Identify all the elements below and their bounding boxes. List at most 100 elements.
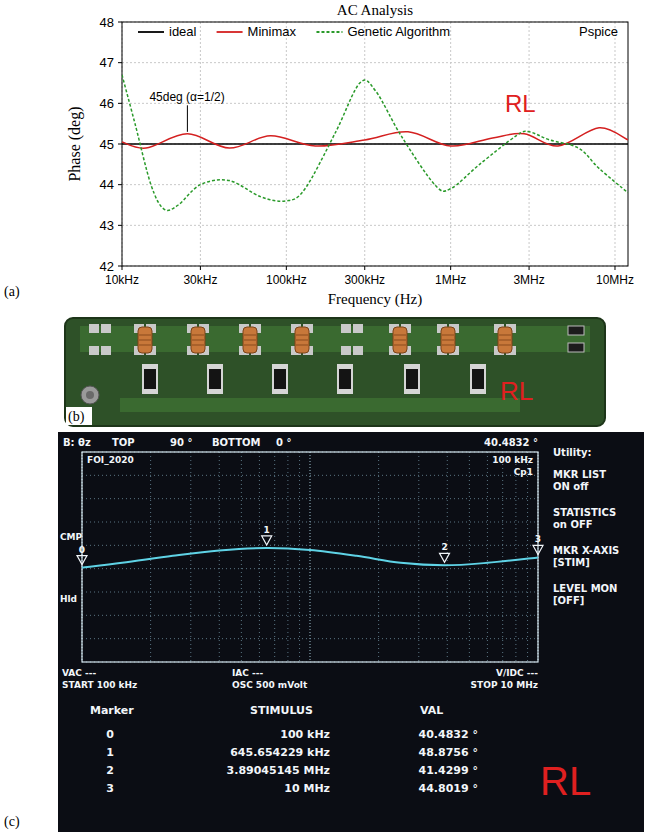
inductor-wire [192, 335, 204, 336]
grid-line [122, 144, 628, 145]
tick-label: 43 [100, 218, 114, 233]
background [0, 0, 646, 834]
marker-label: 0 [79, 545, 85, 555]
inductor-wire [442, 345, 454, 346]
tick-label: 30kHz [183, 273, 217, 287]
grid-line [82, 615, 538, 616]
table-cell: 41.4299 ° [419, 764, 478, 777]
tick-label: 10MHz [596, 273, 634, 287]
tick-label: 48 [100, 15, 114, 30]
minor-grid [378, 452, 379, 662]
inductor-wire [244, 335, 256, 336]
grid-line [82, 522, 538, 523]
screen-bg [58, 432, 644, 832]
tick-mark [450, 266, 451, 270]
figure: 4243444546474810kHz30kHz100kHz300kHz1MHz… [0, 0, 646, 834]
resistor [339, 369, 351, 389]
tick-label: 42 [100, 259, 114, 274]
menu-value: on OFF [553, 519, 593, 530]
grid-line [82, 638, 538, 639]
table-cell: 44.8019 ° [419, 782, 478, 795]
tick-mark [118, 266, 122, 267]
table-cell: 48.8756 ° [419, 746, 478, 759]
plot-area [122, 22, 628, 266]
series-group [122, 75, 628, 211]
chart-a: 4243444546474810kHz30kHz100kHz300kHz1MHz… [4, 2, 634, 308]
screen-tag: RL [540, 759, 591, 803]
inductor-wire [296, 345, 308, 346]
panel-label: (c) [4, 814, 20, 830]
y-axis-title: Phase (deg) [66, 106, 84, 181]
table-header: Marker [90, 704, 134, 717]
tick-mark [118, 225, 122, 226]
smd-part [568, 326, 584, 335]
inductor-wire [244, 340, 256, 341]
marker-label: 2 [441, 542, 447, 552]
inductor [138, 327, 152, 353]
menu-item: MKR X-AXIS [553, 545, 619, 556]
analyzer-screen: B: θzTOP90 °BOTTOM0 °40.4832 °FOI_202010… [58, 432, 644, 832]
menu-item: STATISTICS [553, 507, 616, 518]
annotation-leader [187, 105, 188, 132]
table-cell: 10 MHz [284, 782, 330, 795]
menu-value: [STIM] [553, 557, 590, 568]
tick-label: 300kHz [344, 273, 385, 287]
annotation: 45deg (α=1/2) [149, 90, 224, 104]
screen-text: Hld [60, 594, 77, 604]
screen-text: B: θz [63, 437, 91, 448]
minor-grid [274, 452, 275, 662]
inductor [441, 327, 455, 353]
table-cell: 3 [106, 782, 114, 795]
pad [404, 364, 420, 394]
menu-value: [OFF] [553, 595, 584, 606]
inductor-wire [244, 345, 256, 346]
marker-label: 1 [264, 525, 270, 535]
pad [470, 364, 486, 394]
menu-value: ON off [553, 481, 589, 492]
pad [341, 346, 351, 355]
resistor [274, 369, 286, 389]
screen-text: 0 ° [276, 437, 291, 448]
grid-line [82, 592, 538, 593]
grid-line [82, 475, 538, 476]
tick-label: 47 [100, 55, 114, 70]
table-cell: 100 kHz [280, 728, 330, 741]
inductor-wire [139, 335, 151, 336]
pad [89, 324, 99, 333]
grid-line [122, 184, 628, 185]
tick-label: 100kHz [266, 273, 307, 287]
annotation: RL [505, 90, 536, 117]
inductor-wire [442, 335, 454, 336]
grid-line [122, 225, 628, 226]
inductor-wire [192, 340, 204, 341]
pcb [65, 318, 605, 426]
screw-head [86, 391, 94, 399]
marker [440, 553, 450, 562]
legend-label: ideal [169, 24, 197, 39]
smd-part [568, 343, 584, 352]
table-cell: 2 [106, 764, 114, 777]
pad [337, 364, 353, 394]
tick-mark [118, 22, 122, 23]
plot-frame [122, 22, 628, 266]
x-axis-title: Frequency (Hz) [328, 291, 423, 308]
tick-label: 45 [100, 137, 114, 152]
grid-line [122, 62, 628, 63]
tick-label: 44 [100, 177, 114, 192]
legend-swatch [138, 31, 164, 33]
screen-text: 100 kHz [492, 455, 533, 465]
minor-grid [241, 452, 242, 662]
grid-line [82, 568, 538, 569]
inductor-wire [499, 335, 511, 336]
minor-grid [502, 452, 503, 662]
marker-label: 3 [535, 534, 541, 544]
tick-mark [200, 266, 201, 270]
inductor [393, 327, 407, 353]
screen-text: TOP [112, 437, 135, 448]
plot-frame [82, 452, 538, 662]
screw [81, 386, 99, 404]
screen-text: 90 ° [170, 437, 192, 448]
inductor [191, 327, 205, 353]
marker [533, 545, 543, 554]
screen-text: BOTTOM [212, 437, 260, 448]
